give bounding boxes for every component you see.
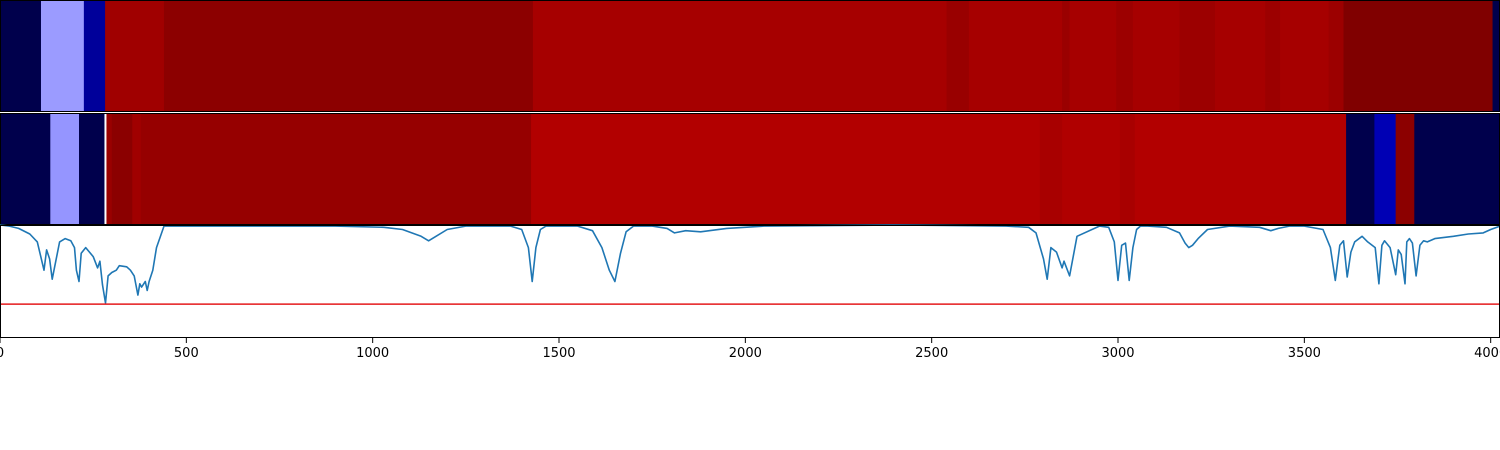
x-tick-label: 1000 (356, 346, 389, 361)
heatmap-band (1265, 0, 1281, 112)
heatmap-band (0, 113, 51, 225)
heatmap-band (40, 0, 85, 112)
heatmap-band (1280, 0, 1330, 112)
heatmap-band (1116, 0, 1134, 112)
heatmap-band (1343, 0, 1494, 112)
heatmap-band (140, 113, 532, 225)
heatmap-band (1069, 0, 1117, 112)
x-tick-label: 500 (174, 346, 199, 361)
heatmap-band (1119, 113, 1136, 225)
heatmap-band (79, 113, 107, 225)
x-axis: 0 500 1000 1500 2000 2500 3000 3500 4000 (0, 338, 1500, 361)
spectrum-series-line (0, 224, 1500, 304)
x-tick-label: 3000 (1101, 346, 1134, 361)
heatmap-band (1214, 0, 1266, 112)
heatmap-band (532, 0, 948, 112)
plot-background (0, 225, 1500, 338)
heatmap-band (1414, 113, 1500, 225)
heatmap-band (1062, 0, 1071, 112)
heatmap-band (1132, 0, 1181, 112)
heatmap-strip-bottom (0, 113, 1500, 225)
heatmap-band (1346, 113, 1376, 225)
heatmap-band (1039, 113, 1063, 225)
heatmap-band (105, 0, 165, 112)
heatmap-band (1328, 0, 1345, 112)
x-tick-label: 4000 (1474, 346, 1500, 361)
heatmap-band (163, 0, 534, 112)
heatmap-band (132, 113, 142, 225)
x-tick-label: 3500 (1288, 346, 1321, 361)
heatmap-band (83, 0, 106, 112)
heatmap-band (1134, 113, 1347, 225)
x-tick-label: 2000 (729, 346, 762, 361)
heatmap-band (105, 113, 113, 225)
heatmap-strip-top (0, 0, 1500, 112)
heatmap-band (1179, 0, 1216, 112)
heatmap-band (968, 0, 1063, 112)
heatmap-band (531, 113, 1041, 225)
x-tick-label: 1500 (542, 346, 575, 361)
heatmap-band (1062, 113, 1121, 225)
heatmap-band (946, 0, 970, 112)
line-plot-panel (0, 224, 1500, 338)
heatmap-band (1395, 113, 1415, 225)
heatmap-band (111, 113, 133, 225)
x-tick-label: 0 (0, 346, 4, 361)
heatmap-band (0, 0, 42, 112)
heatmap-band (1374, 113, 1397, 225)
x-tick-label: 2500 (915, 346, 948, 361)
heatmap-band (50, 113, 80, 225)
heatmap-band (1492, 0, 1500, 112)
